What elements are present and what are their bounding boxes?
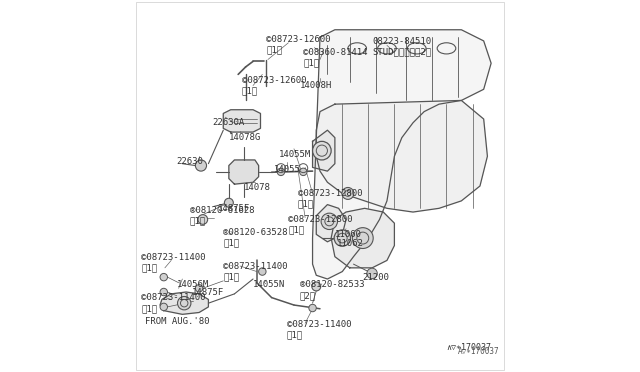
Circle shape — [367, 268, 378, 279]
Circle shape — [259, 268, 266, 275]
Circle shape — [160, 288, 168, 296]
Text: 14055N: 14055N — [253, 280, 285, 289]
Circle shape — [177, 296, 191, 310]
Circle shape — [312, 141, 331, 160]
Circle shape — [353, 228, 373, 248]
Circle shape — [225, 198, 234, 207]
Circle shape — [321, 213, 337, 230]
Polygon shape — [312, 30, 491, 279]
Text: 14055: 14055 — [273, 165, 300, 174]
Text: ©08723-12800
（1）: ©08723-12800 （1） — [289, 215, 353, 235]
Circle shape — [160, 303, 168, 311]
Circle shape — [277, 168, 285, 176]
Text: 14056M: 14056M — [177, 280, 209, 289]
Circle shape — [195, 160, 207, 171]
Text: 11060: 11060 — [335, 230, 362, 239]
Circle shape — [198, 215, 207, 224]
Text: 08223-84510
STUDスタッド（2）: 08223-84510 STUDスタッド（2） — [372, 37, 431, 56]
Text: ©08723-12600
（1）: ©08723-12600 （1） — [266, 35, 330, 54]
Text: 22630: 22630 — [177, 157, 204, 166]
Text: ®08120-61628
（1）: ®08120-61628 （1） — [190, 206, 254, 225]
Text: ©08723-11400
（1）: ©08723-11400 （1） — [223, 262, 288, 281]
Text: ©08723-12800
（1）: ©08723-12800 （1） — [298, 189, 362, 209]
Text: ©08723-11400
（1）: ©08723-11400 （1） — [287, 320, 351, 339]
Text: ©08723-11400
（1）: ©08723-11400 （1） — [141, 253, 206, 272]
Text: FROM AUG.'80: FROM AUG.'80 — [145, 317, 210, 326]
Text: 21200: 21200 — [363, 273, 390, 282]
Circle shape — [300, 168, 307, 176]
Polygon shape — [160, 292, 209, 314]
Circle shape — [195, 285, 203, 292]
Text: ©08723-12600
（1）: ©08723-12600 （1） — [242, 76, 307, 95]
Text: 11062: 11062 — [337, 239, 364, 248]
Polygon shape — [312, 130, 335, 171]
Polygon shape — [223, 110, 260, 132]
Circle shape — [342, 187, 354, 199]
Text: ®08120-82533
（2）: ®08120-82533 （2） — [300, 280, 364, 300]
Polygon shape — [229, 160, 259, 184]
Text: 14078: 14078 — [244, 183, 271, 192]
Circle shape — [309, 304, 316, 312]
Text: 14078G: 14078G — [229, 133, 261, 142]
Circle shape — [160, 273, 168, 281]
Text: 14008H: 14008H — [300, 81, 332, 90]
Text: 14875F: 14875F — [218, 204, 250, 213]
Text: ©08360-81414
（1）: ©08360-81414 （1） — [303, 48, 368, 67]
Polygon shape — [316, 205, 346, 242]
Circle shape — [334, 230, 351, 246]
Circle shape — [312, 282, 321, 291]
Text: ©08723-11400
（1）: ©08723-11400 （1） — [141, 294, 206, 313]
Text: A▽∗170037: A▽∗170037 — [458, 347, 499, 356]
Polygon shape — [316, 100, 488, 212]
Text: 14875F: 14875F — [191, 288, 224, 296]
Text: 14055M: 14055M — [279, 150, 311, 159]
Polygon shape — [331, 208, 394, 268]
Text: ®08120-63528
（1）: ®08120-63528 （1） — [223, 228, 288, 248]
Text: 22630A: 22630A — [212, 118, 244, 127]
Text: ∧▽∗170037: ∧▽∗170037 — [447, 343, 492, 352]
